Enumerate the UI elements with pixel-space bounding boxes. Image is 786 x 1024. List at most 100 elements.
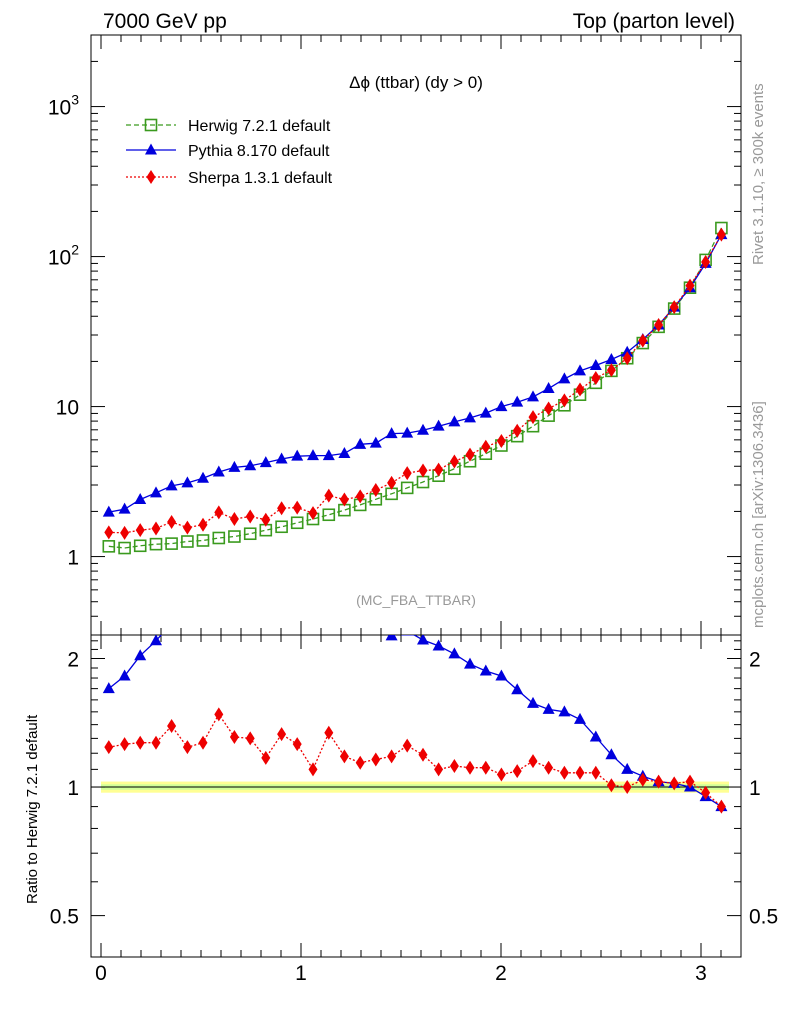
herwig-point xyxy=(196,534,210,547)
sherpa-point xyxy=(716,227,726,242)
main-y-tick-label: 102 xyxy=(48,242,79,270)
sherpa-point xyxy=(339,492,349,507)
sherpa-point xyxy=(324,725,334,740)
herwig-point xyxy=(149,537,163,551)
sherpa-point xyxy=(575,382,585,397)
sherpa-point xyxy=(277,501,287,516)
ratio-y-tick-label: 1 xyxy=(67,777,79,800)
pythia-point xyxy=(511,683,524,695)
pythia-point xyxy=(574,364,586,376)
sherpa-point xyxy=(716,799,726,814)
sherpa-point xyxy=(308,762,318,777)
pythia-point xyxy=(354,608,366,619)
sherpa-point xyxy=(528,410,538,425)
pythia-point xyxy=(150,486,162,498)
sherpa-point xyxy=(638,333,648,348)
pythia-point xyxy=(260,588,272,599)
pythia-point xyxy=(432,639,445,651)
ratio-y-tick-label-right: 1 xyxy=(749,777,761,800)
sherpa-point xyxy=(606,363,616,378)
pythia-point xyxy=(165,479,178,491)
ratio-y-tick-label-right: 0.5 xyxy=(749,906,778,929)
plot-watermark: (MC_FBA_TTBAR) xyxy=(356,592,476,608)
pythia-point xyxy=(479,406,492,418)
sherpa-point xyxy=(512,423,522,438)
pythia-point xyxy=(338,446,351,458)
sherpa-point xyxy=(135,735,145,750)
sherpa-point xyxy=(559,765,569,780)
sherpa-point xyxy=(465,760,475,775)
ratio-plot-series xyxy=(102,588,728,814)
sherpa-point xyxy=(198,735,208,750)
sherpa-point xyxy=(638,772,648,787)
pythia-point xyxy=(259,456,272,468)
ratio-y-tick-label: 2 xyxy=(67,648,79,671)
sherpa-point xyxy=(371,752,381,767)
herwig-point xyxy=(322,508,336,522)
ratio-plot-frame xyxy=(90,634,742,958)
pythia-point xyxy=(369,436,382,448)
pythia-point xyxy=(432,419,445,431)
sherpa-point xyxy=(261,750,271,765)
herwig-point xyxy=(275,520,288,534)
sherpa-line xyxy=(108,234,722,534)
pythia-point xyxy=(322,449,335,461)
axes: 1 10 102 103 0 1 2 3 0.5 0.5 1 1 2 2 xyxy=(48,34,778,985)
pythia-point xyxy=(291,591,303,602)
sherpa-point xyxy=(167,515,177,530)
main-y-tick-label: 103 xyxy=(48,92,79,120)
sherpa-point xyxy=(229,729,239,744)
herwig-point xyxy=(165,537,178,550)
pythia-point xyxy=(417,635,429,645)
x-tick-label: 2 xyxy=(495,962,507,985)
x-tick-label: 1 xyxy=(295,962,307,985)
pythia-point xyxy=(605,748,618,760)
pythia-point xyxy=(370,621,382,632)
sherpa-point xyxy=(182,740,192,755)
legend-sherpa-marker xyxy=(146,170,156,184)
pythia-point xyxy=(574,712,586,724)
pythia-point xyxy=(417,423,429,435)
herwig-point xyxy=(228,530,241,543)
pythia-point xyxy=(307,600,319,611)
pythia-point xyxy=(338,619,350,630)
sherpa-point xyxy=(104,525,114,540)
sherpa-point xyxy=(339,749,349,764)
sherpa-point xyxy=(214,707,224,722)
pythia-point xyxy=(212,465,225,477)
sherpa-point xyxy=(622,780,632,795)
x-tick-label: 3 xyxy=(695,962,707,985)
pythia-point xyxy=(134,649,147,661)
sherpa-point xyxy=(544,401,554,416)
sherpa-point xyxy=(371,482,381,497)
pythia-point xyxy=(275,452,288,464)
pythia-point xyxy=(495,400,508,412)
main-y-tick-label: 1 xyxy=(67,547,79,570)
herwig-point xyxy=(243,527,257,541)
pythia-point xyxy=(276,588,288,599)
sherpa-point xyxy=(654,774,664,789)
pythia-point xyxy=(464,657,476,669)
sherpa-point xyxy=(245,731,255,746)
main-plot-series xyxy=(102,221,728,555)
pythia-point xyxy=(102,505,115,517)
ratio-ylabel: Ratio to Herwig 7.2.1 default xyxy=(24,714,41,904)
sherpa-point xyxy=(418,747,428,762)
pythia-point xyxy=(605,352,618,364)
pythia-point xyxy=(118,502,131,514)
sherpa-point xyxy=(104,740,114,755)
main-y-tick-label: 10 xyxy=(56,397,79,420)
pythia-point xyxy=(464,411,476,423)
pythia-point xyxy=(323,612,335,623)
pythia-point xyxy=(589,730,602,742)
sherpa-point xyxy=(465,447,475,462)
sherpa-point xyxy=(402,738,412,753)
mcplots-label: mcplots.cern.ch [arXiv:1306.3436] xyxy=(750,401,767,628)
pythia-point xyxy=(134,493,147,505)
legend: Herwig 7.2.1 default Pythia 8.170 default… xyxy=(126,118,333,187)
legend-herwig-label: Herwig 7.2.1 default xyxy=(188,118,331,135)
sherpa-point xyxy=(434,762,444,777)
pythia-point xyxy=(448,647,461,659)
header-right: Top (parton level) xyxy=(573,10,735,33)
sherpa-point xyxy=(292,737,302,752)
